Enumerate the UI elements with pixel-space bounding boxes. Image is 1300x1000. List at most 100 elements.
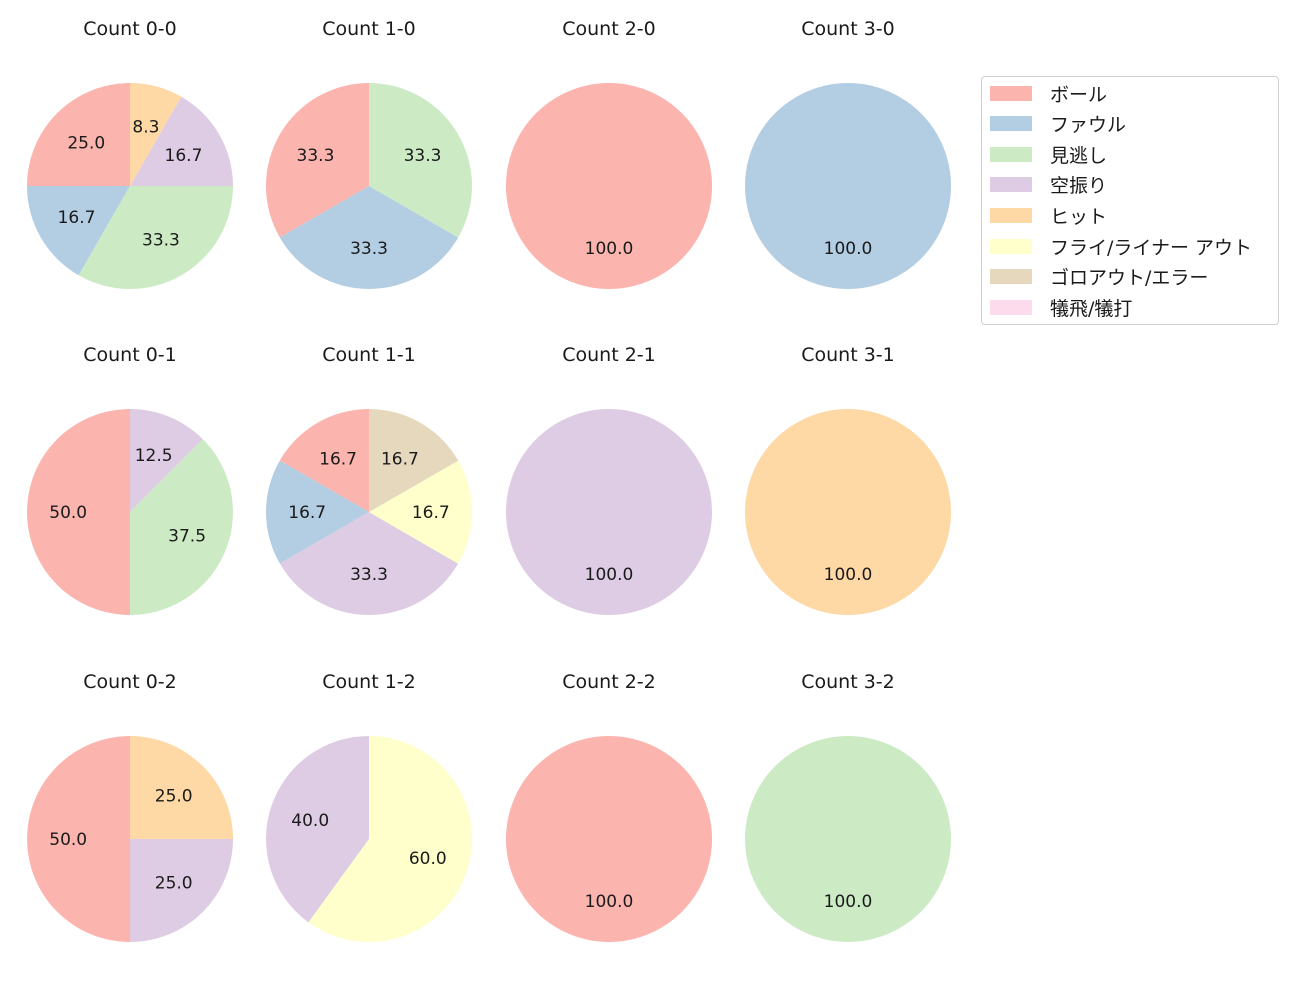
pie-value-label: 33.3 bbox=[404, 146, 442, 166]
pie-value-label: 100.0 bbox=[824, 565, 873, 585]
legend-label: ファウル bbox=[1050, 114, 1127, 137]
pie-value-label: 16.7 bbox=[381, 449, 419, 469]
legend-label: ゴロアウト/エラー bbox=[1050, 267, 1209, 290]
pie-value-label: 40.0 bbox=[291, 811, 329, 831]
legend-swatch bbox=[990, 85, 1032, 101]
pie-title: Count 3-2 bbox=[801, 671, 895, 693]
legend-swatch bbox=[990, 269, 1032, 285]
pie-slice bbox=[308, 736, 473, 942]
pie-value-label: 16.7 bbox=[58, 208, 96, 228]
pie-chart: Count 0-2 50.0 25.0 25.0 bbox=[27, 671, 233, 942]
pie-value-label: 16.7 bbox=[288, 503, 326, 523]
pie-slice bbox=[266, 460, 369, 564]
legend-item: 空振り bbox=[990, 174, 1108, 198]
pie-slice bbox=[130, 409, 203, 512]
pie-slice bbox=[27, 186, 130, 276]
pie-value-label: 50.0 bbox=[49, 830, 87, 850]
pie-slice bbox=[266, 736, 369, 923]
legend-item: ボール bbox=[990, 82, 1108, 106]
legend-swatch bbox=[990, 207, 1032, 223]
pie-slice bbox=[745, 83, 951, 289]
pie-chart: Count 2-1 100.0 bbox=[506, 344, 712, 615]
pie-value-label: 33.3 bbox=[350, 565, 388, 585]
pie-slice bbox=[130, 736, 233, 839]
pie-value-label: 33.3 bbox=[297, 146, 335, 166]
pie-value-label: 25.0 bbox=[155, 874, 193, 894]
pie-chart: Count 2-0 100.0 bbox=[506, 18, 712, 289]
pie-value-label: 100.0 bbox=[585, 565, 634, 585]
pie-slice bbox=[506, 409, 712, 615]
pie-slice bbox=[506, 83, 712, 289]
pie-title: Count 0-0 bbox=[83, 18, 177, 40]
pie-value-label: 100.0 bbox=[824, 239, 873, 259]
legend-item: 見逃し bbox=[990, 143, 1108, 167]
pie-slice bbox=[130, 839, 233, 942]
pie-value-label: 33.3 bbox=[142, 230, 180, 250]
pie-title: Count 3-0 bbox=[801, 18, 895, 40]
legend-swatch bbox=[990, 238, 1032, 254]
legend-label: ヒット bbox=[1050, 205, 1108, 228]
pie-slice bbox=[279, 409, 369, 512]
pie-value-label: 50.0 bbox=[49, 503, 87, 523]
pie-value-label: 16.7 bbox=[165, 146, 203, 166]
pie-chart: Count 0-0 25.0 16.7 33.3 16.7 8.3 bbox=[27, 18, 233, 290]
pie-slice bbox=[279, 512, 459, 616]
pie-slice bbox=[745, 409, 951, 615]
legend-swatch bbox=[990, 299, 1032, 315]
pie-chart: Count 1-2 40.0 60.0 bbox=[266, 671, 473, 942]
legend-swatch bbox=[990, 116, 1032, 132]
pie-value-label: 12.5 bbox=[135, 446, 173, 466]
pie-slice bbox=[78, 186, 233, 290]
legend-label: 空振り bbox=[1050, 175, 1108, 198]
legend-item: ヒット bbox=[990, 204, 1108, 228]
pie-value-label: 16.7 bbox=[319, 449, 357, 469]
legend-label: 見逃し bbox=[1050, 144, 1108, 167]
pie-value-label: 37.5 bbox=[168, 527, 206, 547]
pie-value-label: 25.0 bbox=[155, 786, 193, 806]
pie-value-label: 33.3 bbox=[350, 239, 388, 259]
pie-value-label: 8.3 bbox=[132, 117, 159, 137]
legend-label: ボール bbox=[1050, 83, 1108, 106]
pie-title: Count 1-1 bbox=[322, 344, 416, 366]
legend-item: ファウル bbox=[990, 113, 1127, 137]
pie-slice bbox=[130, 96, 233, 186]
pie-chart: Count 1-0 33.3 33.3 33.3 bbox=[266, 18, 472, 289]
pie-title: Count 3-1 bbox=[801, 344, 895, 366]
legend-item: 犠飛/犠打 bbox=[990, 296, 1133, 320]
pie-title: Count 1-0 bbox=[322, 18, 416, 40]
pie-value-label: 100.0 bbox=[585, 892, 634, 912]
legend-label: 犠飛/犠打 bbox=[1050, 297, 1133, 320]
pie-title: Count 0-2 bbox=[83, 671, 177, 693]
pie-slice bbox=[369, 409, 459, 512]
pie-title: Count 2-1 bbox=[562, 344, 656, 366]
pie-slice bbox=[130, 83, 182, 186]
pie-value-label: 16.7 bbox=[412, 503, 450, 523]
pie-title: Count 2-0 bbox=[562, 18, 656, 40]
pie-chart: Count 0-1 50.0 37.5 12.5 bbox=[27, 344, 233, 615]
pie-chart: Count 3-1 100.0 bbox=[745, 344, 951, 615]
pie-value-label: 100.0 bbox=[585, 239, 634, 259]
pie-slice bbox=[130, 439, 233, 615]
legend-item: フライ/ライナー アウト bbox=[990, 235, 1253, 259]
pie-chart: Count 2-2 100.0 bbox=[506, 671, 712, 942]
pie-slice bbox=[27, 736, 130, 942]
pie-value-label: 100.0 bbox=[824, 892, 873, 912]
pie-chart: Count 1-1 16.7 16.7 33.3 16.7 16.7 bbox=[266, 344, 473, 616]
legend: ボールファウル見逃し空振りヒットフライ/ライナー アウト ゴロアウト/エラー 犠飛/… bbox=[981, 76, 1279, 325]
pie-slice bbox=[27, 409, 130, 615]
pie-title: Count 2-2 bbox=[562, 671, 656, 693]
legend-swatch bbox=[990, 146, 1032, 162]
pie-slice bbox=[27, 83, 130, 186]
pie-slice bbox=[369, 83, 472, 238]
pie-slice bbox=[745, 736, 951, 942]
pie-value-label: 25.0 bbox=[67, 133, 105, 153]
pie-slice bbox=[266, 83, 369, 238]
pie-title: Count 1-2 bbox=[322, 671, 416, 693]
pie-chart: Count 3-2 100.0 bbox=[745, 671, 951, 942]
pie-slice bbox=[369, 460, 473, 564]
pie-value-label: 60.0 bbox=[409, 849, 447, 869]
legend-label: フライ/ライナー アウト bbox=[1050, 236, 1253, 259]
pie-chart: Count 3-0 100.0 bbox=[745, 18, 951, 289]
legend-item: ゴロアウト/エラー bbox=[990, 266, 1209, 290]
